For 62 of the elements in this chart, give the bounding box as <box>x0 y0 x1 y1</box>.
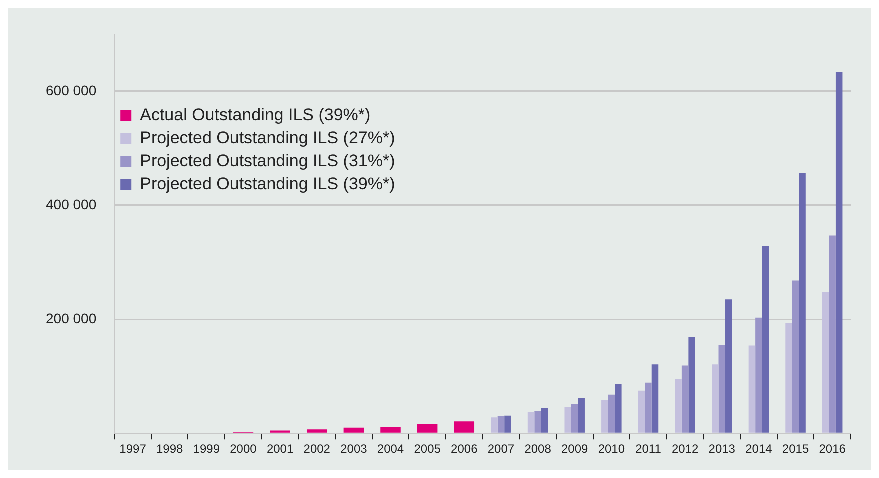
bar <box>638 390 646 433</box>
bar <box>306 430 328 433</box>
x-tick-label: 2014 <box>746 442 773 456</box>
bar <box>615 384 622 433</box>
bar <box>836 72 843 433</box>
y-tick-label: 200 000 <box>46 310 97 326</box>
bar <box>528 412 535 433</box>
x-tick-label: 2006 <box>451 442 478 456</box>
bar <box>675 379 682 433</box>
x-tick-label: 2004 <box>377 442 404 456</box>
bar <box>688 337 696 433</box>
x-tick-label: 2009 <box>562 442 589 456</box>
bar <box>799 174 806 433</box>
x-tick-label: 2010 <box>598 442 626 456</box>
bar <box>652 364 659 433</box>
bar <box>534 411 542 433</box>
bar <box>682 366 689 433</box>
legend-label: Projected Outstanding ILS (39%*) <box>140 174 396 194</box>
x-tick-label: 2003 <box>340 442 368 456</box>
bar <box>578 398 585 433</box>
bar <box>822 292 830 433</box>
bar <box>829 236 836 433</box>
x-tick-label: 2011 <box>636 442 662 456</box>
bar <box>571 404 578 433</box>
bar <box>344 428 364 433</box>
bar <box>718 345 726 433</box>
x-tick-label: 2000 <box>230 442 258 456</box>
bar <box>454 422 475 433</box>
x-tick-label: 2007 <box>488 442 515 456</box>
bar <box>504 416 512 433</box>
bar <box>491 418 498 433</box>
x-tick-label: 2012 <box>672 442 699 456</box>
x-tick-label: 1999 <box>193 442 220 456</box>
y-tick-label: 600 000 <box>46 82 97 98</box>
bar <box>380 427 401 433</box>
bar <box>564 407 572 433</box>
bar <box>756 318 762 433</box>
bar <box>786 322 792 433</box>
legend-label: Projected Outstanding ILS (31%*) <box>140 152 396 171</box>
bar <box>645 382 652 433</box>
y-tick-label: 400 000 <box>46 196 97 212</box>
bar <box>541 408 548 433</box>
bar <box>712 364 719 433</box>
bar <box>498 416 505 433</box>
x-tick-label: 1997 <box>120 442 147 456</box>
bar <box>792 280 800 433</box>
bar <box>608 394 616 433</box>
x-tick-label: 2016 <box>819 442 846 456</box>
bar <box>726 300 732 433</box>
bar <box>748 346 756 433</box>
x-tick-label: 1998 <box>156 442 184 456</box>
x-tick-label: 2005 <box>414 442 442 456</box>
x-tick-label: 2002 <box>304 442 331 456</box>
x-tick-label: 2015 <box>782 442 810 456</box>
x-tick-label: 2001 <box>266 442 294 456</box>
x-tick-label: 2013 <box>708 442 736 456</box>
x-tick-label: 2008 <box>524 442 552 456</box>
legend-label: Actual Outstanding ILS (39%*) <box>140 106 371 125</box>
bar <box>762 246 770 433</box>
bar <box>602 400 608 433</box>
legend-label: Projected Outstanding ILS (27%*) <box>140 128 396 148</box>
bar <box>417 424 438 433</box>
